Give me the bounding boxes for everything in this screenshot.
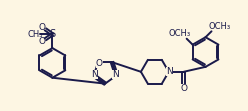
Text: N: N xyxy=(91,70,98,79)
Text: O: O xyxy=(39,23,46,32)
Text: O: O xyxy=(39,37,46,46)
Text: N: N xyxy=(166,67,173,76)
Text: OCH₃: OCH₃ xyxy=(169,29,191,38)
Text: N: N xyxy=(112,70,119,79)
Text: CH₃: CH₃ xyxy=(28,30,43,39)
Text: O: O xyxy=(180,84,187,93)
Text: S: S xyxy=(49,29,56,39)
Text: OCH₃: OCH₃ xyxy=(208,22,231,31)
Text: O: O xyxy=(95,59,103,68)
